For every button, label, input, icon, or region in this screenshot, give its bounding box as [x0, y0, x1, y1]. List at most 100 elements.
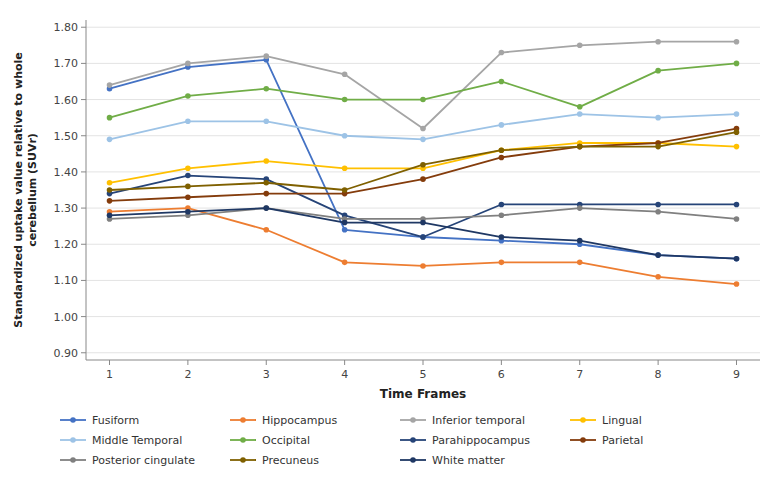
y-tick	[81, 171, 86, 172]
y-tick-label: 1.20	[54, 238, 79, 251]
x-tick	[501, 360, 502, 365]
legend-label: Middle Temporal	[92, 434, 182, 447]
series-point	[342, 220, 348, 226]
legend-label: Posterior cingulate	[92, 454, 195, 467]
series-line	[110, 208, 737, 284]
y-tick	[81, 280, 86, 281]
legend-marker	[240, 417, 246, 423]
series-point	[342, 187, 348, 193]
legend-label: Precuneus	[262, 454, 319, 467]
y-axis	[86, 20, 87, 360]
series-point	[185, 93, 191, 99]
legend-label: Lingual	[602, 414, 642, 427]
legend-marker	[70, 417, 76, 423]
grid-line	[86, 171, 760, 172]
series-point	[342, 165, 348, 171]
series-point	[107, 82, 113, 88]
series-point	[655, 252, 661, 258]
x-tick	[266, 360, 267, 365]
x-tick-label: 4	[341, 368, 348, 381]
series-point	[577, 144, 583, 150]
series-point	[499, 260, 505, 266]
y-tick-label: 1.80	[54, 21, 79, 34]
series-point	[734, 281, 740, 287]
series-point	[420, 176, 426, 182]
legend-label: Hippocampus	[262, 414, 337, 427]
legend-marker	[410, 437, 416, 443]
y-tick	[81, 135, 86, 136]
series-point	[577, 104, 583, 110]
x-tick-label: 8	[655, 368, 662, 381]
y-tick	[81, 244, 86, 245]
series-point	[420, 137, 426, 143]
y-tick	[81, 208, 86, 209]
x-tick	[736, 360, 737, 365]
y-tick-label: 1.00	[54, 311, 79, 324]
series-point	[263, 53, 269, 59]
series-line	[110, 63, 737, 117]
series-point	[655, 39, 661, 45]
series-point	[734, 39, 740, 45]
series-point	[263, 180, 269, 186]
y-axis-label: Standardized uptake value relative to wh…	[12, 52, 39, 328]
y-tick-label: 0.90	[54, 347, 79, 360]
series-point	[577, 144, 583, 150]
series-line	[110, 60, 737, 259]
x-tick-label: 1	[106, 368, 113, 381]
series-point	[107, 137, 113, 143]
series-point	[263, 227, 269, 233]
series-point	[420, 162, 426, 168]
series-point	[499, 147, 505, 153]
y-tick	[81, 27, 86, 28]
series-line	[110, 129, 737, 201]
series-line	[110, 42, 737, 129]
series-point	[185, 165, 191, 171]
legend-marker	[70, 457, 76, 463]
series-point	[577, 205, 583, 211]
legend-marker	[240, 437, 246, 443]
series-point	[655, 209, 661, 215]
y-tick	[81, 316, 86, 317]
series-point	[577, 111, 583, 117]
legend-marker	[580, 417, 586, 423]
series-point	[342, 260, 348, 266]
series-point	[185, 118, 191, 124]
x-tick	[423, 360, 424, 365]
series-point	[734, 61, 740, 67]
series-point	[107, 187, 113, 193]
y-tick-label: 1.70	[54, 57, 79, 70]
series-point	[342, 71, 348, 77]
y-tick-label: 1.60	[54, 94, 79, 107]
series-point	[263, 158, 269, 164]
series-point	[263, 86, 269, 92]
x-tick	[187, 360, 188, 365]
series-point	[655, 202, 661, 208]
series-point	[185, 61, 191, 67]
x-tick-label: 2	[184, 368, 191, 381]
series-point	[577, 260, 583, 266]
series-point	[342, 133, 348, 139]
series-point	[499, 213, 505, 219]
series-point	[263, 191, 269, 197]
x-axis-label: Time Frames	[380, 387, 466, 401]
x-tick-label: 9	[733, 368, 740, 381]
legend-label: Parietal	[602, 434, 643, 447]
series-point	[185, 194, 191, 200]
y-tick-label: 1.40	[54, 166, 79, 179]
legend-marker	[240, 457, 246, 463]
x-tick	[658, 360, 659, 365]
series-point	[263, 205, 269, 211]
legend-marker	[410, 457, 416, 463]
legend-label: Fusiform	[92, 414, 139, 427]
series-point	[263, 205, 269, 211]
series-point	[734, 111, 740, 117]
series-point	[499, 234, 505, 240]
series-point	[499, 79, 505, 85]
series-point	[185, 173, 191, 179]
series-point	[734, 216, 740, 222]
series-point	[420, 234, 426, 240]
series-point	[342, 227, 348, 233]
x-tick	[109, 360, 110, 365]
x-tick	[579, 360, 580, 365]
grid-line	[86, 27, 760, 28]
